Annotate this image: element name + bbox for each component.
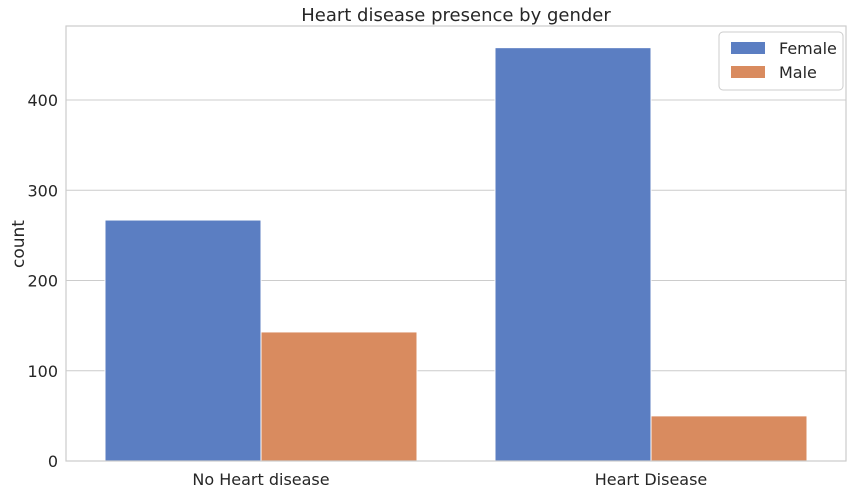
y-tick-label: 0 (48, 452, 58, 471)
y-tick-label: 300 (27, 181, 58, 200)
y-tick-label: 200 (27, 272, 58, 291)
y-tick-label: 100 (27, 362, 58, 381)
x-tick-label: No Heart disease (192, 470, 329, 489)
legend-swatch-male (731, 66, 765, 78)
x-tick-label: Heart Disease (595, 470, 708, 489)
plot-border (65, 25, 847, 462)
bar-male-0 (260, 331, 418, 462)
bars (104, 47, 808, 462)
bar-male-1 (650, 415, 808, 462)
legend: Female Male (718, 31, 844, 91)
bar-female-1 (494, 47, 652, 462)
plot-frame (65, 25, 847, 462)
y-axis-ticks: 0 100 200 300 400 (27, 91, 58, 471)
chart-title: Heart disease presence by gender (301, 5, 611, 26)
legend-label-female: Female (779, 39, 837, 58)
bar-female-0 (104, 219, 262, 462)
legend-swatch-female (731, 42, 765, 54)
y-tick-label: 400 (27, 91, 58, 110)
y-axis-label: count (9, 220, 29, 268)
legend-label-male: Male (779, 63, 817, 82)
x-axis-ticks: No Heart disease Heart Disease (192, 470, 707, 489)
